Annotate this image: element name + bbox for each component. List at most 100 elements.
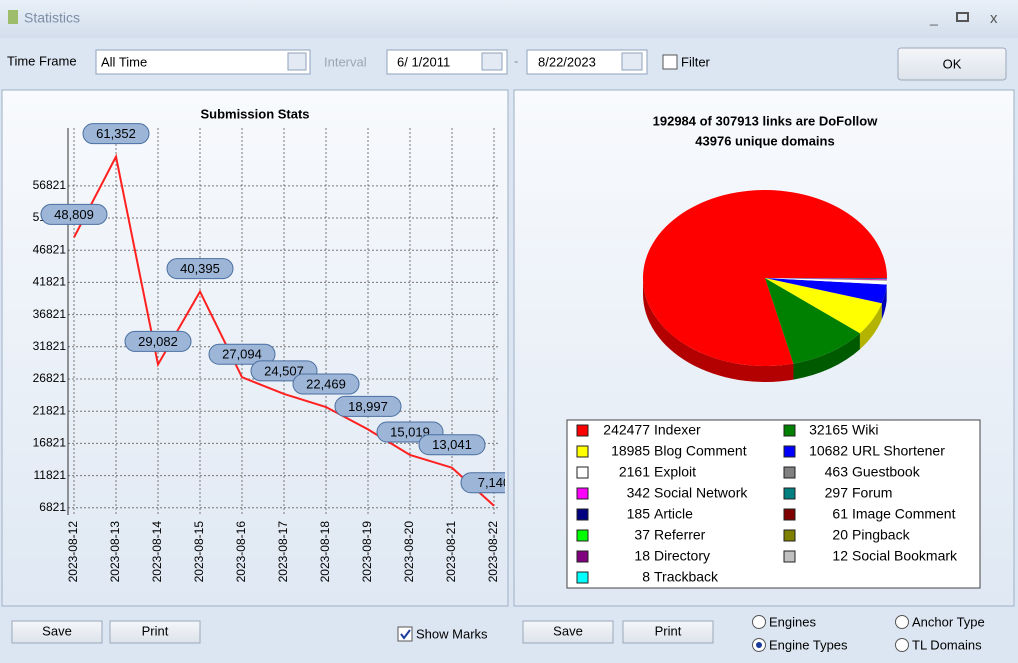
- legend-value: 242477: [603, 422, 650, 438]
- pie-slice: [765, 278, 860, 364]
- point-label: 18,997: [348, 399, 388, 414]
- radio-button[interactable]: [752, 615, 766, 629]
- point-label-bubble: [166, 258, 234, 280]
- time-frame-label: Time Frame: [7, 53, 77, 68]
- legend-swatch: [783, 466, 796, 479]
- legend-name: Trackback: [654, 569, 719, 585]
- ok-button-frame[interactable]: [897, 47, 1007, 81]
- radio-label: TL Domains: [912, 637, 982, 652]
- save-button[interactable]: Save: [11, 620, 103, 644]
- legend-swatch: [576, 508, 589, 521]
- radio-button[interactable]: [895, 638, 909, 652]
- print-frame[interactable]: [622, 620, 714, 644]
- x-tick-label: 2023-08-15: [192, 521, 206, 583]
- legend-name: Referrer: [654, 527, 706, 543]
- y-tick-label: 11821: [34, 468, 67, 482]
- print-label: Print: [655, 623, 682, 638]
- legend-value: 32165: [809, 422, 848, 438]
- y-tick-label: 36821: [33, 307, 67, 321]
- start-date-dropdown[interactable]: [481, 52, 503, 71]
- y-tick-label: 56821: [33, 178, 67, 192]
- save-label: Save: [42, 623, 72, 638]
- save-frame[interactable]: [522, 620, 614, 644]
- point-label-bubble: [124, 330, 192, 352]
- legend-swatch: [576, 529, 589, 542]
- ok-button[interactable]: OK: [897, 47, 1007, 81]
- legend-value: 10682: [809, 443, 848, 459]
- pie-side: [881, 284, 887, 320]
- line-series: [73, 153, 495, 507]
- y-tick-label: 21821: [33, 403, 67, 417]
- legend-value: 18: [634, 548, 650, 564]
- legend-swatch: [783, 529, 796, 542]
- point-label-bubble: [40, 203, 108, 225]
- save-frame[interactable]: [11, 620, 103, 644]
- print-button-right[interactable]: Print: [622, 620, 714, 644]
- dropdown-arrow[interactable]: [287, 52, 307, 71]
- save-label: Save: [553, 623, 583, 638]
- legend-value: 297: [825, 485, 849, 501]
- radio-label: Anchor Type: [912, 614, 985, 629]
- filter-checkbox[interactable]: [662, 54, 678, 70]
- legend-value: 8: [642, 569, 650, 585]
- time-frame-select[interactable]: [95, 49, 311, 75]
- point-label-bubble: [292, 373, 360, 395]
- y-tick-label: 16821: [33, 436, 67, 450]
- pie-slice: [765, 278, 887, 280]
- legend-name: URL Shortener: [852, 443, 945, 459]
- point-label-bubble: [460, 472, 505, 494]
- window-title: Statistics: [24, 10, 80, 26]
- legend-name: Exploit: [654, 464, 696, 480]
- legend-swatch: [783, 550, 796, 563]
- point-label-bubble: [82, 123, 150, 145]
- print-button[interactable]: Print: [109, 620, 201, 644]
- legend-value: 342: [627, 485, 651, 501]
- legend-value: 463: [825, 464, 849, 480]
- pie-slice: [642, 189, 887, 366]
- close-button[interactable]: x: [990, 10, 998, 27]
- pie-legend: [566, 419, 981, 589]
- x-tick-label: 2023-08-12: [66, 521, 80, 583]
- ok-label: OK: [943, 56, 962, 71]
- legend-name: Indexer: [654, 422, 701, 438]
- minimize-button[interactable]: _: [929, 10, 938, 26]
- end-date-dropdown[interactable]: [621, 52, 643, 71]
- line-chart-title: Submission Stats: [200, 106, 309, 121]
- legend-value: 61: [832, 506, 848, 522]
- point-label: 61,352: [96, 126, 136, 141]
- pie-slice: [765, 278, 887, 279]
- legend-value: 20: [832, 527, 848, 543]
- pie-title: 192984 of 307913 links are DoFollow: [653, 113, 879, 128]
- filter-label: Filter: [681, 54, 711, 69]
- legend-name: Image Comment: [852, 506, 956, 522]
- x-tick-label: 2023-08-22: [486, 521, 500, 583]
- show-marks-checkbox[interactable]: [397, 626, 413, 642]
- pie-subtitle: 43976 unique domains: [695, 133, 834, 148]
- end-date: 8/22/2023: [538, 54, 596, 69]
- y-tick-label: 41821: [33, 275, 67, 289]
- legend-swatch: [576, 571, 589, 584]
- point-label: 40,395: [180, 261, 220, 276]
- legend-swatch: [783, 508, 796, 521]
- radio-label: Engines: [769, 614, 816, 629]
- legend-value: 18985: [611, 443, 650, 459]
- point-label: 13,041: [432, 437, 472, 452]
- pie-slice: [765, 278, 882, 334]
- save-button-right[interactable]: Save: [522, 620, 614, 644]
- print-frame[interactable]: [109, 620, 201, 644]
- point-label: 22,469: [306, 376, 346, 391]
- x-tick-label: 2023-08-21: [444, 521, 458, 583]
- show-marks-label: Show Marks: [416, 626, 488, 641]
- y-tick-label: 26821: [33, 371, 67, 385]
- legend-value: 2161: [619, 464, 650, 480]
- radio-button[interactable]: [895, 615, 909, 629]
- x-tick-label: 2023-08-16: [234, 521, 248, 583]
- x-tick-label: 2023-08-17: [276, 521, 290, 583]
- legend-swatch: [576, 550, 589, 563]
- maximize-button[interactable]: [956, 12, 969, 22]
- start-date: 6/ 1/2011: [397, 54, 450, 69]
- pie-side: [859, 303, 882, 350]
- pie-slice: [765, 278, 887, 280]
- legend-name: Forum: [852, 485, 892, 501]
- legend-value: 185: [627, 506, 651, 522]
